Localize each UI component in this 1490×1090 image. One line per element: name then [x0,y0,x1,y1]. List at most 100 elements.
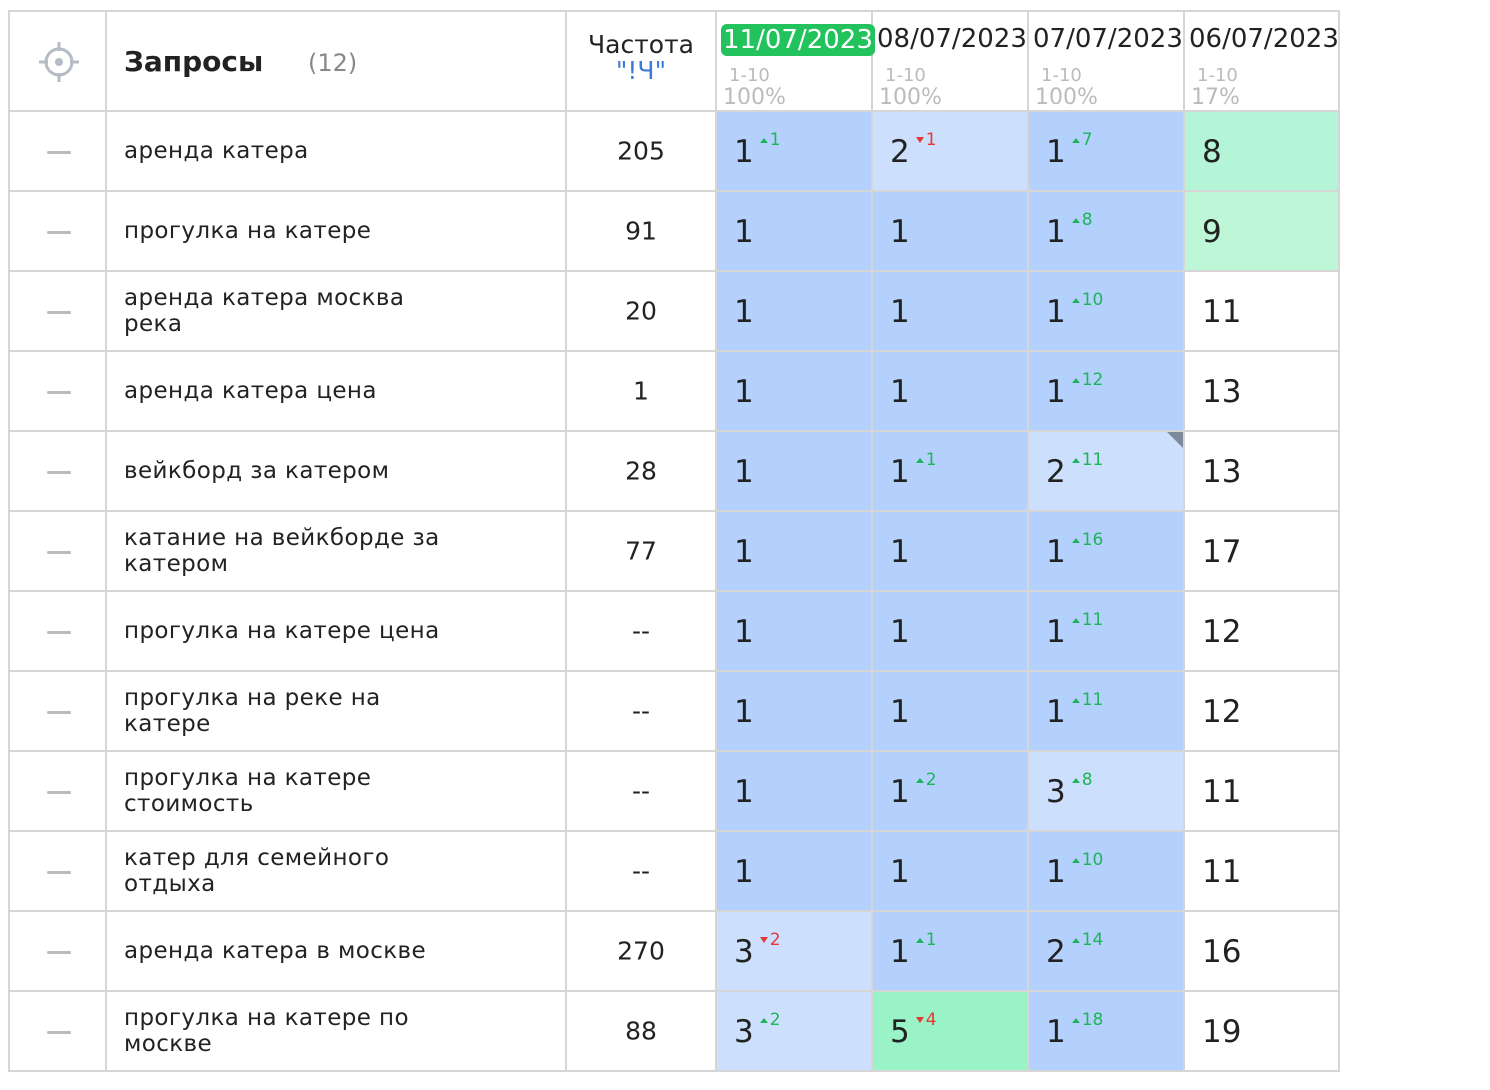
position-value: 12 [1202,694,1242,730]
trend-arrow [1071,857,1080,863]
position-value: 1 [1046,214,1066,250]
query-cell: прогулка на катере [107,192,567,272]
position: 11 [1202,294,1241,330]
position: 1 [890,854,910,890]
position-change: 2 [915,770,937,790]
position: 16 [1202,934,1241,970]
date-share: 100% [879,85,942,110]
date-label: 06/07/2023 [1189,24,1339,54]
position-cell: 1 [873,192,1029,272]
date-share: 17% [1191,85,1240,110]
position-change: 8 [1071,210,1093,230]
position: 1 [734,214,754,250]
position: 2 11 [1046,450,1103,490]
position-value: 11 [1202,854,1242,890]
position: 11 [1202,774,1241,810]
query-title: Запросы [124,45,264,78]
query-text: вейкборд за катером [124,458,390,484]
position: 1 [890,614,910,650]
position-value: 1 [1046,694,1066,730]
target-icon[interactable] [37,40,81,84]
position-change: 1 [915,130,937,150]
position-value: 1 [734,374,754,410]
change-value: 12 [1081,370,1104,390]
date-range: 1-10 [729,65,770,86]
position-cell: 1 [717,752,873,832]
trend-arrow [1071,1017,1080,1023]
position-value: 1 [1046,854,1066,890]
trend-arrow [915,137,924,143]
position-value: 3 [1046,774,1066,810]
position-cell: 1 10 [1029,832,1185,912]
trend-arrow [1071,377,1080,383]
query-cell: вейкборд за катером [107,432,567,512]
position-value: 1 [1046,614,1066,650]
position-value: 1 [734,134,754,170]
change-value: 11 [1081,610,1104,630]
query-text: катание на вейкборде за катером [124,525,440,577]
frequency-value: -- [631,696,651,726]
query-cell: прогулка на катере по москве [107,992,567,1072]
position-value: 3 [734,1014,754,1050]
dash-icon [47,471,71,474]
position-change: 10 [1071,850,1104,870]
query-text: аренда катера москва река [124,285,405,337]
change-value: 10 [1081,850,1104,870]
trend-arrow [1071,697,1080,703]
dash-icon [47,791,71,794]
position-value: 16 [1202,934,1242,970]
position: 1 18 [1046,1010,1103,1050]
query-text: прогулка на катере [124,218,372,244]
trend-arrow [1071,297,1080,303]
position-cell: 1 [717,672,873,752]
date-label: 08/07/2023 [877,24,1027,54]
frequency-value: -- [631,776,651,806]
position: 2 14 [1046,930,1103,970]
frequency-value: 28 [625,456,657,486]
trend-arrow [915,937,924,943]
position: 1 [734,374,754,410]
position: 1 [890,294,910,330]
trend-arrow [915,457,924,463]
position-change: 2 [759,930,781,950]
row-toggle [8,672,107,752]
frequency-value: 77 [625,536,657,566]
position-cell: 19 [1185,992,1340,1072]
position-change: 12 [1071,370,1104,390]
position-change: 7 [1071,130,1093,150]
trend-arrow [1071,777,1080,783]
position: 1 10 [1046,290,1103,330]
change-value: 14 [1081,930,1104,950]
position: 1 [734,694,754,730]
position-value: 1 [1046,534,1066,570]
position-cell: 1 16 [1029,512,1185,592]
position: 11 [1202,854,1241,890]
dash-icon [47,551,71,554]
position-value: 12 [1202,614,1242,650]
position-change: 14 [1071,930,1104,950]
position-change: 11 [1071,610,1104,630]
frequency-value: 270 [617,936,665,966]
trend-arrow [759,937,768,943]
frequency-cell: 1 [567,352,717,432]
row-toggle [8,592,107,672]
position-cell: 1 [717,832,873,912]
trend-arrow [1071,137,1080,143]
trend-arrow [759,137,768,143]
position-change: 1 [915,450,937,470]
date-range: 1-10 [1197,65,1238,86]
position-value: 3 [734,934,754,970]
position-value: 1 [734,534,754,570]
query-text: аренда катера в москве [124,938,427,964]
row-toggle [8,432,107,512]
